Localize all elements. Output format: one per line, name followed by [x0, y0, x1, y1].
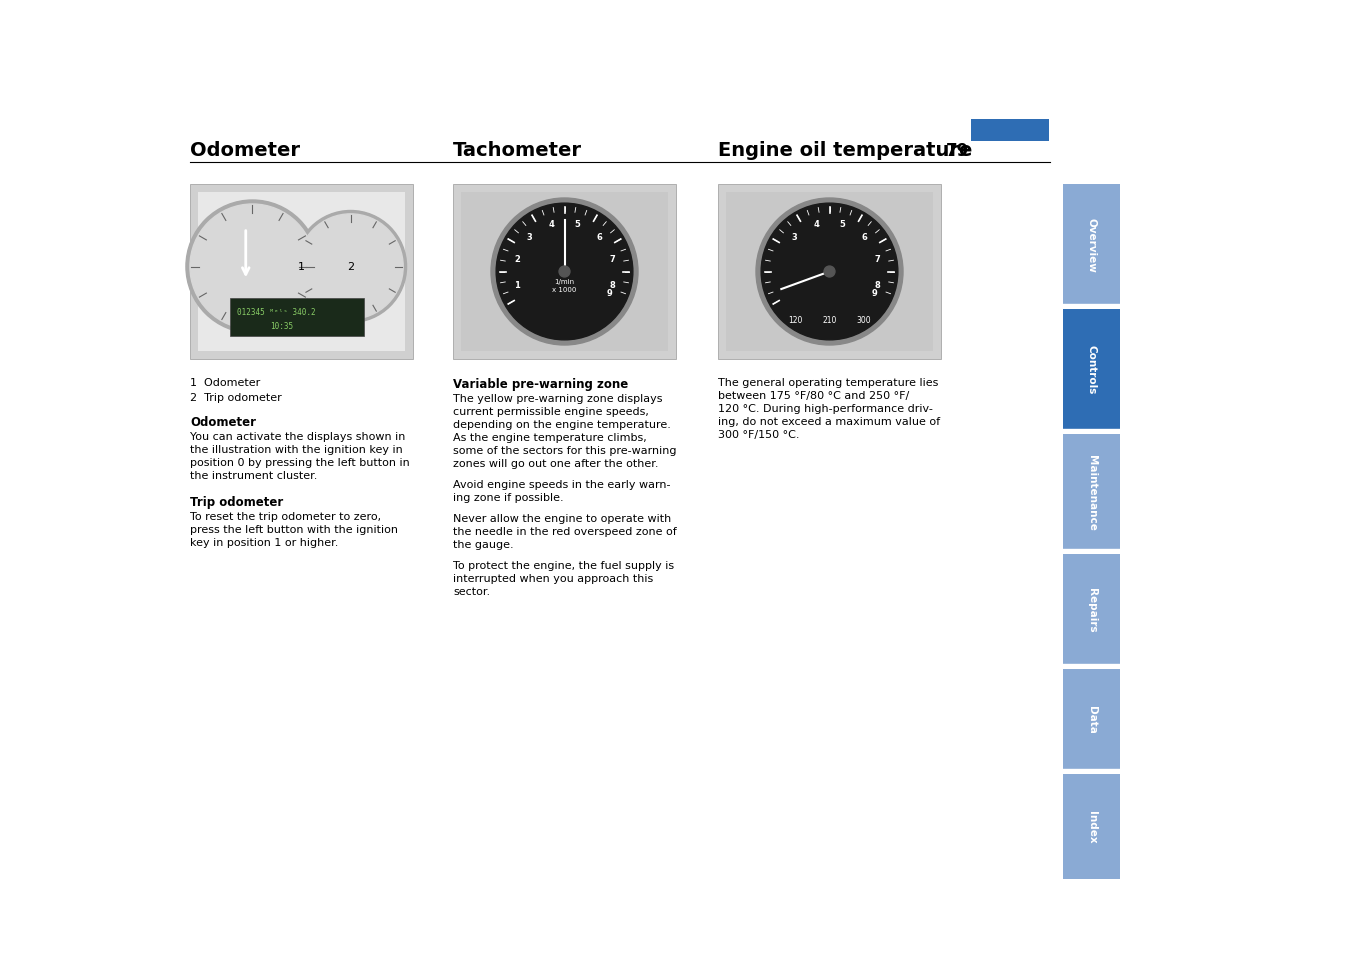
- Text: the instrument cluster.: the instrument cluster.: [190, 471, 317, 480]
- Text: 120 °C. During high-performance driv-: 120 °C. During high-performance driv-: [717, 403, 934, 414]
- Bar: [453, 185, 676, 359]
- Text: 1: 1: [299, 262, 305, 272]
- Text: As the engine temperature climbs,: As the engine temperature climbs,: [453, 433, 647, 442]
- Bar: [971, 120, 1048, 142]
- Text: the needle in the red overspeed zone of: the needle in the red overspeed zone of: [453, 526, 677, 537]
- Text: the gauge.: the gauge.: [453, 539, 513, 550]
- Circle shape: [490, 199, 638, 346]
- Bar: [1063, 310, 1120, 430]
- Text: 4: 4: [813, 220, 820, 230]
- Bar: [1063, 669, 1120, 769]
- Text: current permissible engine speeds,: current permissible engine speeds,: [453, 407, 648, 416]
- Text: 1/min: 1/min: [554, 279, 574, 285]
- Text: 012345 ᴹᵉˡˢ 340.2: 012345 ᴹᵉˡˢ 340.2: [236, 308, 315, 316]
- Circle shape: [824, 267, 835, 277]
- Text: Odometer: Odometer: [190, 416, 255, 429]
- Text: 7: 7: [874, 255, 880, 264]
- Text: 300: 300: [857, 315, 871, 325]
- Bar: [1063, 555, 1120, 664]
- Text: 2  Trip odometer: 2 Trip odometer: [190, 393, 282, 402]
- Text: press the left button with the ignition: press the left button with the ignition: [190, 524, 399, 535]
- Text: Avoid engine speeds in the early warn-: Avoid engine speeds in the early warn-: [453, 479, 670, 490]
- Text: ing zone if possible.: ing zone if possible.: [453, 493, 563, 502]
- Text: Trip odometer: Trip odometer: [190, 496, 284, 509]
- Text: 2: 2: [347, 262, 354, 272]
- Bar: [717, 185, 942, 359]
- Circle shape: [757, 199, 902, 346]
- Text: Odometer: Odometer: [190, 141, 300, 160]
- Text: 7: 7: [609, 255, 615, 264]
- Text: depending on the engine temperature.: depending on the engine temperature.: [453, 419, 671, 430]
- Text: The general operating temperature lies: The general operating temperature lies: [717, 377, 939, 388]
- Text: ing, do not exceed a maximum value of: ing, do not exceed a maximum value of: [717, 416, 940, 427]
- Text: 1  Odometer: 1 Odometer: [190, 377, 261, 388]
- Text: Controls: Controls: [1086, 345, 1097, 395]
- Circle shape: [186, 201, 319, 334]
- Text: Tachometer: Tachometer: [453, 141, 582, 160]
- Text: 6: 6: [862, 233, 867, 242]
- Text: 8: 8: [609, 280, 615, 290]
- Circle shape: [299, 214, 403, 320]
- Text: 4: 4: [549, 220, 555, 230]
- Circle shape: [496, 204, 632, 340]
- Text: 1: 1: [513, 280, 520, 290]
- Text: 3: 3: [792, 233, 797, 242]
- Text: 5: 5: [574, 220, 580, 230]
- Text: To protect the engine, the fuel supply is: To protect the engine, the fuel supply i…: [453, 560, 674, 571]
- Text: Index: Index: [1086, 810, 1097, 842]
- Text: key in position 1 or higher.: key in position 1 or higher.: [190, 537, 338, 547]
- Text: 10:35: 10:35: [270, 321, 293, 331]
- Text: You can activate the displays shown in: You can activate the displays shown in: [190, 432, 405, 441]
- Bar: [1063, 774, 1120, 879]
- Circle shape: [559, 267, 570, 277]
- Text: 9: 9: [871, 289, 877, 297]
- Bar: [461, 193, 667, 352]
- Text: the illustration with the ignition key in: the illustration with the ignition key i…: [190, 444, 403, 455]
- Text: Maintenance: Maintenance: [1086, 454, 1097, 530]
- Text: interrupted when you approach this: interrupted when you approach this: [453, 574, 654, 583]
- Bar: [1063, 435, 1120, 550]
- Text: 120: 120: [788, 315, 802, 325]
- Text: Variable pre-warning zone: Variable pre-warning zone: [453, 377, 628, 391]
- Bar: [1063, 185, 1120, 305]
- Text: sector.: sector.: [453, 586, 490, 597]
- Bar: [190, 185, 413, 359]
- Circle shape: [190, 205, 315, 330]
- Text: To reset the trip odometer to zero,: To reset the trip odometer to zero,: [190, 512, 381, 521]
- Bar: [230, 298, 363, 337]
- Text: x 1000: x 1000: [553, 287, 577, 294]
- Text: 300 °F/150 °C.: 300 °F/150 °C.: [717, 430, 800, 439]
- Text: 3: 3: [527, 233, 532, 242]
- Bar: [199, 193, 405, 352]
- Text: some of the sectors for this pre-warning: some of the sectors for this pre-warning: [453, 446, 677, 456]
- Text: Overview: Overview: [1086, 217, 1097, 273]
- Text: 79: 79: [946, 142, 969, 160]
- Circle shape: [295, 212, 407, 323]
- Text: 210: 210: [823, 315, 836, 325]
- Text: Repairs: Repairs: [1086, 587, 1097, 632]
- Text: 6: 6: [596, 233, 603, 242]
- Text: zones will go out one after the other.: zones will go out one after the other.: [453, 458, 658, 469]
- Circle shape: [761, 204, 898, 340]
- Bar: [725, 193, 934, 352]
- Text: between 175 °F/80 °C and 250 °F/: between 175 °F/80 °C and 250 °F/: [717, 391, 909, 400]
- Text: 9: 9: [607, 289, 612, 297]
- Text: Data: Data: [1086, 705, 1097, 733]
- Text: 5: 5: [839, 220, 846, 230]
- Text: position 0 by pressing the left button in: position 0 by pressing the left button i…: [190, 457, 409, 468]
- Text: 8: 8: [874, 280, 880, 290]
- Text: The yellow pre-warning zone displays: The yellow pre-warning zone displays: [453, 394, 662, 403]
- Text: 2: 2: [513, 255, 520, 264]
- Text: Never allow the engine to operate with: Never allow the engine to operate with: [453, 514, 671, 523]
- Bar: [199, 193, 405, 352]
- Text: Engine oil temperature: Engine oil temperature: [717, 141, 973, 160]
